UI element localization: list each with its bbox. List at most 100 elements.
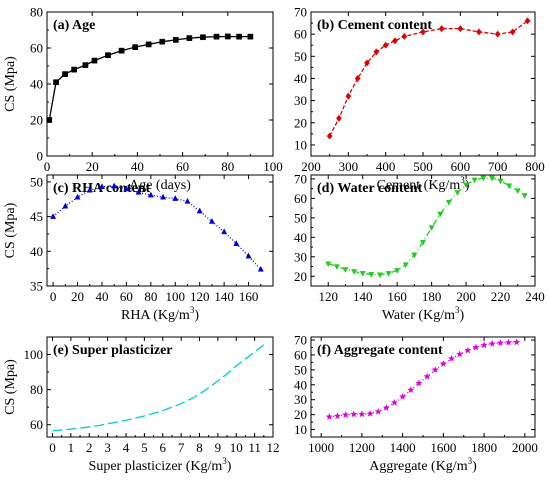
x-tick-label: 80 <box>144 289 157 304</box>
data-point <box>445 200 452 206</box>
data-point <box>497 178 504 185</box>
y-tick-label: 50 <box>294 210 307 225</box>
data-point <box>46 117 53 123</box>
data-point <box>376 272 383 279</box>
x-tick-label: 220 <box>491 289 511 304</box>
x-tick-label: 500 <box>413 159 433 174</box>
y-tick-label: 40 <box>294 230 307 245</box>
y-tick-label: 60 <box>30 417 43 432</box>
x-tick-label: 400 <box>376 159 396 174</box>
data-point <box>325 261 332 268</box>
x-axis-label-text: Age (days) <box>129 178 191 193</box>
x-tick-label: 140 <box>353 289 373 304</box>
series-line <box>329 20 528 137</box>
panel-title: (a) Age <box>53 18 95 33</box>
data-point <box>392 37 398 45</box>
data-point <box>506 183 513 190</box>
plot-frame <box>46 174 274 287</box>
data-point <box>358 410 366 418</box>
data-point <box>394 268 401 274</box>
data-point <box>420 28 426 36</box>
data-point <box>233 240 240 246</box>
x-tick-label: 1800 <box>471 440 497 455</box>
panel-title: (e) Super plasticizer <box>53 343 173 358</box>
y-tick-label: 20 <box>294 407 307 422</box>
data-point <box>53 79 59 86</box>
x-tick-label: 600 <box>451 159 471 174</box>
data-point <box>105 52 111 59</box>
data-point <box>118 47 125 54</box>
x-tick-label: 0 <box>44 159 51 174</box>
x-tick-label: 160 <box>239 289 259 304</box>
data-point <box>132 44 138 50</box>
y-tick-label: 10 <box>294 137 307 152</box>
x-tick-label: 100 <box>166 289 186 304</box>
data-point <box>382 403 391 412</box>
x-tick-label: 5 <box>141 440 148 455</box>
x-tick-label: 6 <box>160 440 167 455</box>
data-point <box>50 213 57 219</box>
x-tick-label: 180 <box>422 289 442 304</box>
x-tick-label: 12 <box>267 440 280 455</box>
data-point <box>504 338 513 346</box>
x-axis-label-end: ) <box>472 459 477 474</box>
x-tick-label: 80 <box>221 159 234 174</box>
x-tick-label: 0 <box>50 289 57 304</box>
data-point <box>325 412 334 421</box>
x-tick-label: 10 <box>230 440 243 455</box>
data-point <box>123 185 130 192</box>
data-point <box>257 265 264 272</box>
data-point <box>509 28 516 36</box>
data-point <box>172 37 179 43</box>
x-axis-label-superscript: 3 <box>190 305 195 315</box>
chart-panel-d: 120 140 160 180 200 220 240 20 30 40 50 60 70 (d) Wat… <box>294 171 545 323</box>
data-point <box>455 350 464 358</box>
data-point <box>415 379 423 387</box>
data-point <box>407 386 415 394</box>
x-axis-label-superscript: 3 <box>455 305 460 315</box>
data-point <box>351 269 358 275</box>
data-point <box>398 392 407 400</box>
data-point <box>480 341 488 349</box>
x-tick-label: 11 <box>248 440 261 455</box>
data-point <box>71 66 77 73</box>
x-tick-label: 1000 <box>308 440 334 455</box>
x-tick-label: 7 <box>178 440 185 455</box>
data-point <box>488 339 496 347</box>
data-point <box>514 188 521 195</box>
data-point <box>512 338 521 346</box>
data-point <box>454 190 461 197</box>
x-tick-label: 40 <box>131 159 144 174</box>
x-tick-label: 120 <box>190 289 210 304</box>
y-tick-label: 10 <box>294 422 307 437</box>
data-point <box>464 346 472 354</box>
data-point <box>488 175 495 182</box>
data-point <box>326 132 333 140</box>
x-tick-label: 20 <box>86 159 99 174</box>
data-point <box>147 191 154 198</box>
y-tick-label: 30 <box>294 392 307 407</box>
panel-title: (f) Aggregate content <box>317 343 443 358</box>
x-tick-label: 2000 <box>512 440 538 455</box>
data-point <box>382 41 389 49</box>
x-axis-label-end: ) <box>459 308 464 323</box>
data-point <box>471 177 478 184</box>
y-tick-label: 60 <box>294 347 307 362</box>
data-point <box>333 264 340 271</box>
x-tick-label: 800 <box>525 159 545 174</box>
data-point <box>350 410 358 418</box>
x-tick-label: 1400 <box>390 440 416 455</box>
x-axis-label-text: RHA (Kg/m <box>121 308 190 323</box>
y-tick-label: 30 <box>294 93 307 108</box>
data-point <box>336 114 342 122</box>
data-point <box>160 193 167 200</box>
data-point <box>186 35 193 41</box>
data-point <box>472 343 480 351</box>
data-point <box>368 272 375 278</box>
x-axis-label: Water (Kg/m3) <box>382 305 465 323</box>
data-point <box>364 59 370 67</box>
y-axis-label: CS (Mpa) <box>3 359 18 415</box>
data-point <box>341 410 350 419</box>
x-axis-label-text: Water (Kg/m <box>382 308 455 323</box>
